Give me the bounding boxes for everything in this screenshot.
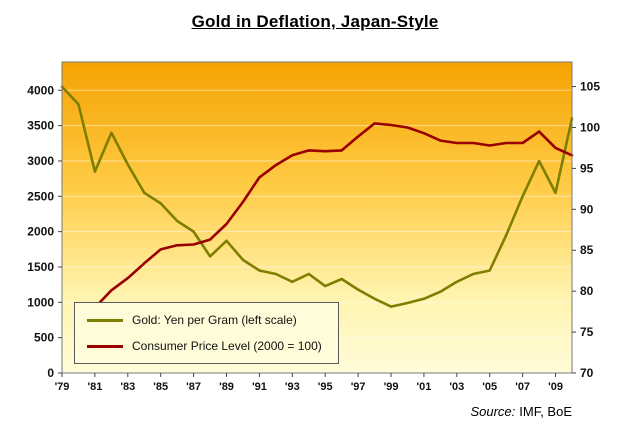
- cpi-line: [77, 122, 574, 338]
- svg-text:100: 100: [580, 120, 600, 134]
- legend-item-cpi: Consumer Price Level (2000 = 100): [87, 339, 322, 353]
- x-axis-labels: '79 '81 '83 '85 '87 '89 '91 '93 '95 '97 '99 '01 '03 '…: [55, 373, 563, 393]
- svg-text:0: 0: [47, 366, 54, 380]
- svg-text:85: 85: [580, 243, 594, 257]
- left-axis-labels: 0 500 1000 1500 2000 2500 3000 3500 4000: [27, 83, 62, 380]
- cpi-legend-label: Consumer Price Level (2000 = 100): [132, 339, 322, 353]
- svg-text:'87: '87: [186, 381, 201, 393]
- svg-text:'81: '81: [87, 381, 102, 393]
- source-prefix: Source:: [470, 404, 516, 419]
- svg-text:'79: '79: [55, 381, 70, 393]
- svg-text:80: 80: [580, 284, 594, 298]
- svg-text:1500: 1500: [27, 260, 54, 274]
- gold-line-swatch: [87, 318, 123, 322]
- svg-text:'89: '89: [219, 381, 234, 393]
- svg-text:'85: '85: [153, 381, 168, 393]
- legend-item-gold: Gold: Yen per Gram (left scale): [87, 313, 322, 327]
- plot-border: [61, 61, 573, 374]
- svg-text:'91: '91: [252, 381, 267, 393]
- svg-text:'93: '93: [285, 381, 300, 393]
- svg-text:95: 95: [580, 161, 594, 175]
- svg-text:'03: '03: [449, 381, 464, 393]
- gold-line: [60, 85, 574, 308]
- right-axis-labels: 70 75 80 85 90 95 100 105: [572, 80, 600, 380]
- legend: Gold: Yen per Gram (left scale) Consumer…: [74, 302, 339, 364]
- chart-title: Gold in Deflation, Japan-Style: [191, 12, 439, 31]
- svg-text:'95: '95: [318, 381, 333, 393]
- svg-text:3500: 3500: [27, 119, 54, 133]
- svg-text:'07: '07: [515, 381, 530, 393]
- svg-text:2500: 2500: [27, 189, 54, 203]
- source-text: IMF, BoE: [519, 404, 572, 419]
- svg-text:'97: '97: [351, 381, 366, 393]
- svg-text:'01: '01: [417, 381, 432, 393]
- svg-text:'05: '05: [482, 381, 497, 393]
- svg-text:1000: 1000: [27, 295, 54, 309]
- svg-text:70: 70: [580, 366, 594, 380]
- svg-text:'83: '83: [120, 381, 135, 393]
- svg-text:'09: '09: [548, 381, 563, 393]
- svg-text:105: 105: [580, 80, 600, 94]
- svg-text:2000: 2000: [27, 225, 54, 239]
- gold-legend-label: Gold: Yen per Gram (left scale): [132, 313, 297, 327]
- source-note: Source: IMF, BoE: [470, 404, 572, 419]
- svg-text:500: 500: [34, 331, 54, 345]
- svg-text:'99: '99: [384, 381, 399, 393]
- svg-text:90: 90: [580, 202, 594, 216]
- svg-text:75: 75: [580, 325, 594, 339]
- cpi-line-swatch: [87, 344, 123, 348]
- svg-text:3000: 3000: [27, 154, 54, 168]
- svg-text:4000: 4000: [27, 83, 54, 97]
